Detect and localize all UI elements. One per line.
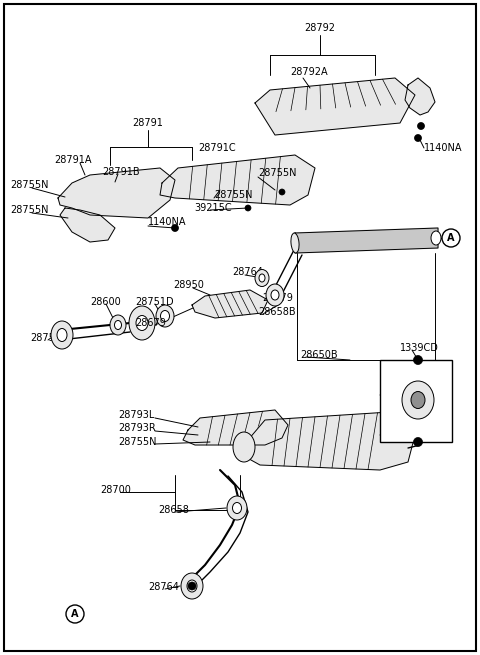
Ellipse shape [110, 315, 126, 335]
Text: A: A [71, 609, 79, 619]
Text: 28792: 28792 [304, 23, 336, 33]
Ellipse shape [266, 284, 284, 306]
Ellipse shape [156, 305, 174, 327]
Circle shape [245, 205, 251, 211]
Ellipse shape [402, 381, 434, 419]
Text: 28764: 28764 [232, 267, 263, 277]
Ellipse shape [411, 392, 425, 409]
Polygon shape [192, 290, 268, 318]
Text: 28679: 28679 [262, 293, 293, 303]
Circle shape [188, 582, 196, 590]
Polygon shape [255, 78, 415, 135]
Ellipse shape [259, 274, 265, 282]
Text: 28791B: 28791B [102, 167, 140, 177]
Text: 28679: 28679 [135, 318, 166, 328]
Ellipse shape [115, 320, 121, 329]
Circle shape [415, 134, 421, 141]
Ellipse shape [255, 269, 269, 286]
Text: 28764: 28764 [148, 582, 179, 592]
Text: 28792A: 28792A [290, 67, 328, 77]
Polygon shape [58, 168, 175, 218]
Text: 28600: 28600 [90, 297, 121, 307]
Ellipse shape [160, 310, 169, 322]
Ellipse shape [51, 321, 73, 349]
Circle shape [413, 356, 422, 364]
Text: 28791: 28791 [132, 118, 163, 128]
Text: 28793R: 28793R [118, 423, 156, 433]
Text: 28755N: 28755N [10, 205, 48, 215]
Text: 28950: 28950 [173, 280, 204, 290]
Text: 28791C: 28791C [198, 143, 236, 153]
Ellipse shape [291, 233, 299, 253]
Circle shape [66, 605, 84, 623]
Ellipse shape [227, 496, 247, 520]
Ellipse shape [57, 329, 67, 341]
Text: 28762A: 28762A [398, 383, 436, 393]
Circle shape [442, 229, 460, 247]
Ellipse shape [233, 432, 255, 462]
Text: 28650B: 28650B [300, 350, 337, 360]
Ellipse shape [431, 231, 441, 245]
Circle shape [171, 225, 179, 231]
Text: 28658B: 28658B [258, 307, 296, 317]
Text: 28793L: 28793L [118, 410, 155, 420]
Text: 28751D: 28751D [30, 333, 69, 343]
Ellipse shape [232, 502, 241, 514]
Text: 39215C: 39215C [194, 203, 232, 213]
Bar [380, 360, 452, 442]
Text: 28755N: 28755N [10, 180, 48, 190]
Polygon shape [242, 412, 415, 470]
Ellipse shape [271, 290, 279, 300]
Ellipse shape [136, 316, 148, 331]
Polygon shape [160, 155, 315, 205]
Polygon shape [183, 410, 288, 445]
Polygon shape [295, 228, 438, 253]
Circle shape [279, 189, 285, 195]
Circle shape [413, 438, 422, 447]
Ellipse shape [181, 573, 203, 599]
Text: 1140NA: 1140NA [148, 217, 187, 227]
Circle shape [418, 122, 424, 130]
Text: 28755N: 28755N [214, 190, 252, 200]
Text: 28658: 28658 [158, 505, 189, 515]
Polygon shape [405, 78, 435, 115]
Text: 28700: 28700 [100, 485, 131, 495]
Text: 1339CD: 1339CD [400, 343, 439, 353]
Text: A: A [447, 233, 455, 243]
Text: 28751D: 28751D [135, 297, 174, 307]
Polygon shape [60, 208, 115, 242]
Ellipse shape [187, 580, 197, 592]
Text: 1140NA: 1140NA [424, 143, 463, 153]
Text: 28645B: 28645B [398, 415, 436, 425]
Text: 28755N: 28755N [258, 168, 297, 178]
Text: 28791A: 28791A [54, 155, 92, 165]
Text: 28755N: 28755N [118, 437, 156, 447]
Ellipse shape [129, 306, 155, 340]
